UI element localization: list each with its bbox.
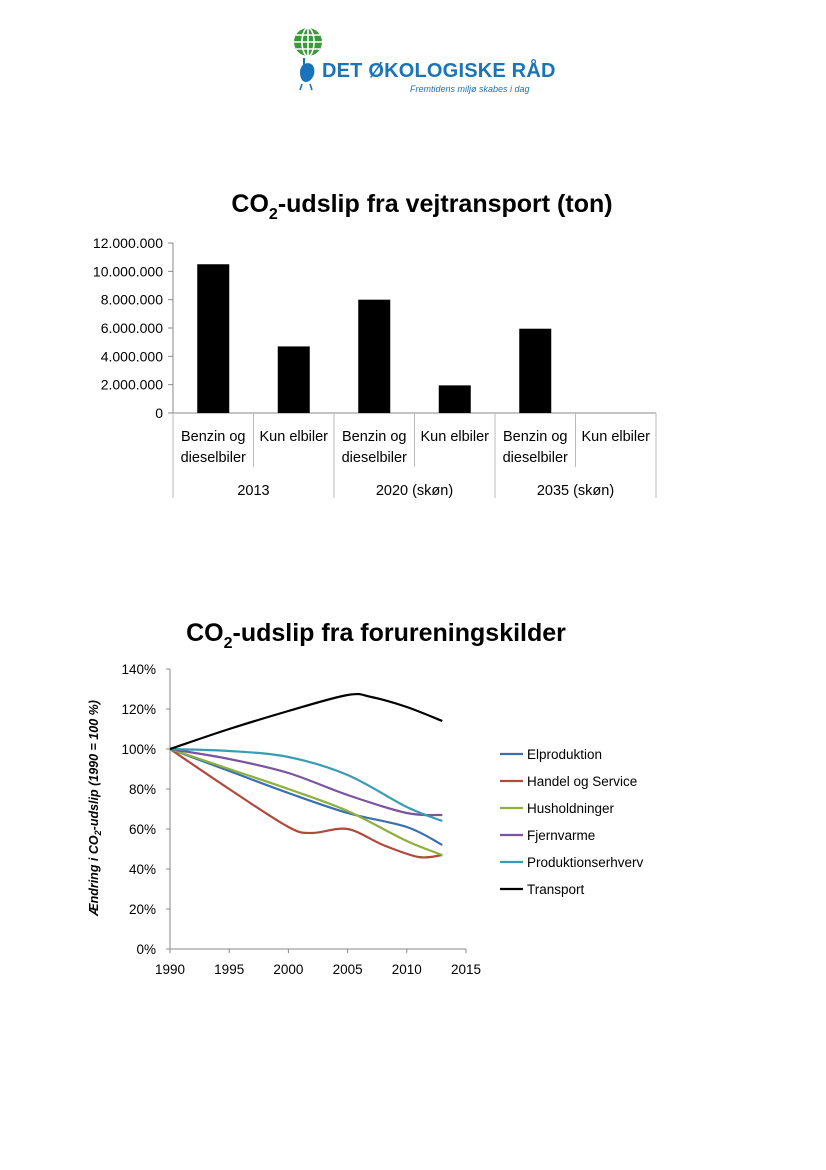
line-axes: 0% 20% 40% 60% 80% 100% 120% 140% 1990 1995 2000 20… xyxy=(121,662,481,977)
line-title-rest: -udslip fra forureningskilder xyxy=(233,619,567,647)
ylabel-post: -udslip (1990 = 100 %) xyxy=(87,700,101,830)
chart-title-main: CO xyxy=(231,190,269,218)
bar-chart: CO2-udslip fra vejtransport (ton) 0 2.000… xyxy=(93,190,657,499)
bar xyxy=(519,328,552,413)
bar xyxy=(438,385,471,413)
line-series-produktionserhverv xyxy=(169,747,443,823)
organization-name: DET ØKOLOGISKE RÅD xyxy=(322,60,556,82)
line-y-tick-label: 40% xyxy=(129,862,156,877)
bar-y-tick-label: 10.000.000 xyxy=(93,263,163,279)
legend-label: Produktionserhverv xyxy=(527,855,644,870)
bar xyxy=(277,346,310,413)
line-x-tick-label: 2015 xyxy=(451,962,481,977)
bar-category-label: Benzin og xyxy=(342,429,407,445)
line-x-tick-label: 2005 xyxy=(333,962,363,977)
line-series-elproduktion xyxy=(169,747,443,846)
bar-category-label: dieselbiler xyxy=(342,450,407,466)
legend-label: Handel og Service xyxy=(527,774,637,789)
line-y-axis-label: Ændring i CO2-udslip (1990 = 100 %) xyxy=(87,700,103,917)
line-series-fjernvarme xyxy=(169,747,443,817)
bar-category-labels: Benzin og dieselbiler Kun elbiler Benzin og… xyxy=(181,429,651,499)
bar-category-label: dieselbiler xyxy=(503,450,568,466)
bar-category-label: dieselbiler xyxy=(181,450,246,466)
bar xyxy=(358,299,391,413)
line-series-husholdninger xyxy=(169,747,443,857)
bar-y-tick-label: 12.000.000 xyxy=(93,235,163,251)
organization-logo: DET ØKOLOGISKE RÅD Fremtidens miljø skab… xyxy=(288,26,555,98)
line-title-main: CO xyxy=(186,619,224,647)
bar-category-label: Benzin og xyxy=(503,429,568,445)
line-y-tick-label: 100% xyxy=(121,742,156,757)
line-y-tick-label: 0% xyxy=(136,942,156,957)
bar-group-label: 2035 (skøn) xyxy=(537,483,614,499)
chart-title-rest: -udslip fra vejtransport (ton) xyxy=(278,190,613,218)
line-y-tick-label: 140% xyxy=(121,662,156,677)
bar-y-tick-label: 6.000.000 xyxy=(101,320,163,336)
bar-category-label: Kun elbiler xyxy=(420,429,489,445)
ylabel-pre: Ændring i CO xyxy=(87,835,101,917)
bar-series xyxy=(197,264,552,413)
line-x-tick-label: 2010 xyxy=(392,962,422,977)
line-title-sub: 2 xyxy=(224,635,233,652)
line-x-tick-label: 2000 xyxy=(273,962,303,977)
bar-category-label: Kun elbiler xyxy=(581,429,650,445)
legend-label: Transport xyxy=(527,882,585,897)
line-x-tick-label: 1990 xyxy=(155,962,185,977)
bar-y-tick-label: 8.000.000 xyxy=(101,292,163,308)
line-series-handel-og-service xyxy=(169,748,443,859)
bar-y-tick-label: 2.000.000 xyxy=(101,377,163,393)
bar-category-label: Kun elbiler xyxy=(259,429,328,445)
line-chart-title: CO2-udslip fra forureningskilder xyxy=(186,619,566,652)
line-legend: Elproduktion Handel og Service Husholdning… xyxy=(500,747,644,897)
globe-bird-logo-icon xyxy=(294,27,322,91)
organization-tagline: Fremtidens miljø skabes i dag xyxy=(410,84,530,94)
legend-label: Fjernvarme xyxy=(527,828,595,843)
line-y-tick-label: 120% xyxy=(121,702,156,717)
chart-title-sub: 2 xyxy=(269,206,278,223)
bar-group-label: 2020 (skøn) xyxy=(376,483,453,499)
legend-label: Elproduktion xyxy=(527,747,602,762)
line-y-tick-label: 60% xyxy=(129,822,156,837)
line-series-transport xyxy=(169,692,443,751)
legend-label: Husholdninger xyxy=(527,801,615,816)
chart-title: CO2-udslip fra vejtransport (ton) xyxy=(231,190,612,223)
line-y-tick-label: 20% xyxy=(129,902,156,917)
line-y-tick-label: 80% xyxy=(129,782,156,797)
bar-axes: 0 2.000.000 4.000.000 6.000.000 8.000.000 10.… xyxy=(93,235,657,498)
bar-category-label: Benzin og xyxy=(181,429,246,445)
bar-group-label: 2013 xyxy=(237,483,269,499)
bar xyxy=(197,264,230,413)
bar-y-tick-label: 4.000.000 xyxy=(101,348,163,364)
ylabel-sub: 2 xyxy=(93,830,103,836)
bar-y-tick-label: 0 xyxy=(155,405,163,421)
line-x-tick-label: 1995 xyxy=(214,962,244,977)
line-series-group xyxy=(169,692,443,859)
